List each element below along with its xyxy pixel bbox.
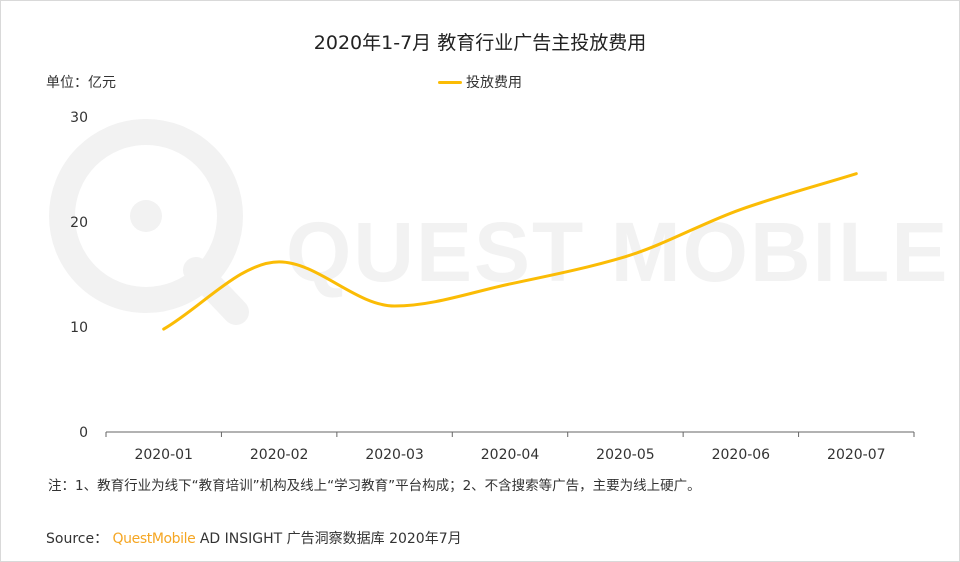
series-line [162, 172, 858, 331]
x-tick-label: 2020-02 [250, 447, 309, 463]
source-label: Source： [46, 531, 109, 547]
source-rest: AD INSIGHT 广告洞察数据库 2020年7月 [199, 531, 462, 547]
questmobile-logo-icon [49, 119, 249, 325]
watermark: QUEST MOBILE [49, 119, 949, 325]
y-tick-label: 0 [79, 425, 88, 441]
x-axis [105, 431, 915, 437]
chart-title: 2020年1-7月 教育行业广告主投放费用 [313, 32, 647, 54]
source-line: Source： QuestMobile AD INSIGHT 广告洞察数据库 2… [46, 528, 462, 548]
x-tick-label: 2020-07 [827, 447, 886, 463]
y-tick-label: 10 [70, 320, 88, 336]
legend: 投放费用 [438, 72, 522, 92]
x-tick-label: 2020-01 [134, 447, 193, 463]
x-tick-label: 2020-04 [481, 447, 540, 463]
y-axis-labels: 0 10 20 30 [70, 110, 88, 441]
footnote: 注：1、教育行业为线下“教育培训”机构及线上“学习教育”平台构成；2、不含搜索等… [48, 478, 701, 494]
unit-label: 单位：亿元 [46, 75, 116, 91]
x-axis-labels: 2020-01 2020-02 2020-03 2020-04 2020-05 2020-… [134, 447, 885, 463]
x-tick-label: 2020-05 [596, 447, 655, 463]
watermark-text: QUEST MOBILE [286, 205, 949, 299]
x-tick-label: 2020-06 [712, 447, 771, 463]
series-lines [162, 172, 858, 331]
y-tick-label: 20 [70, 215, 88, 231]
y-tick-label: 30 [70, 110, 88, 126]
legend-label: 投放费用 [466, 75, 522, 91]
x-tick-label: 2020-03 [365, 447, 424, 463]
source-brand: QuestMobile [112, 531, 196, 547]
legend-swatch [438, 80, 462, 84]
